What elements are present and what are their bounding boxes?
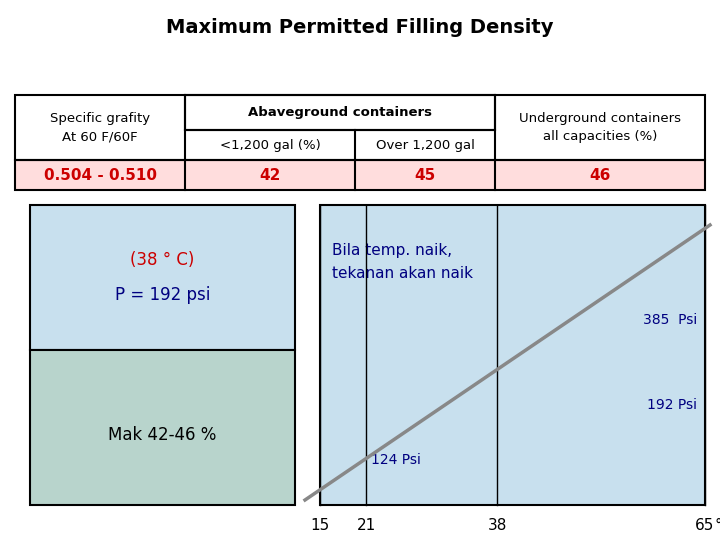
Bar — [320, 205, 705, 505]
Text: Over 1,200 gal: Over 1,200 gal — [376, 138, 474, 152]
Text: Underground containers
all capacities (%): Underground containers all capacities (%… — [519, 112, 681, 143]
Text: tekanan akan naik: tekanan akan naik — [332, 266, 473, 280]
Text: ° C: ° C — [715, 517, 720, 532]
Text: (38 ° C): (38 ° C) — [130, 251, 194, 269]
Text: Abaveground containers: Abaveground containers — [248, 106, 432, 119]
Bar — [15, 95, 705, 160]
Text: 65: 65 — [696, 517, 715, 532]
Text: 42: 42 — [259, 167, 281, 183]
Text: Mak 42-46 %: Mak 42-46 % — [108, 426, 217, 444]
Text: 38: 38 — [487, 517, 507, 532]
Text: 124 Psi: 124 Psi — [372, 453, 421, 467]
Text: P = 192 psi: P = 192 psi — [114, 286, 210, 304]
Text: 0.504 - 0.510: 0.504 - 0.510 — [43, 167, 156, 183]
Text: 45: 45 — [415, 167, 436, 183]
Text: 385  Psi: 385 Psi — [643, 313, 697, 327]
Text: Maximum Permitted Filling Density: Maximum Permitted Filling Density — [166, 18, 554, 37]
Bar — [185, 95, 495, 130]
Text: 21: 21 — [356, 517, 376, 532]
Bar — [15, 160, 705, 190]
Text: 192 Psi: 192 Psi — [647, 398, 697, 412]
Text: 15: 15 — [310, 517, 330, 532]
Bar — [30, 350, 295, 505]
Bar — [30, 205, 295, 350]
Text: <1,200 gal (%): <1,200 gal (%) — [220, 138, 320, 152]
Text: Specific grafity
At 60 F/60F: Specific grafity At 60 F/60F — [50, 112, 150, 143]
Text: 46: 46 — [589, 167, 611, 183]
Text: Bila temp. naik,: Bila temp. naik, — [332, 242, 452, 258]
